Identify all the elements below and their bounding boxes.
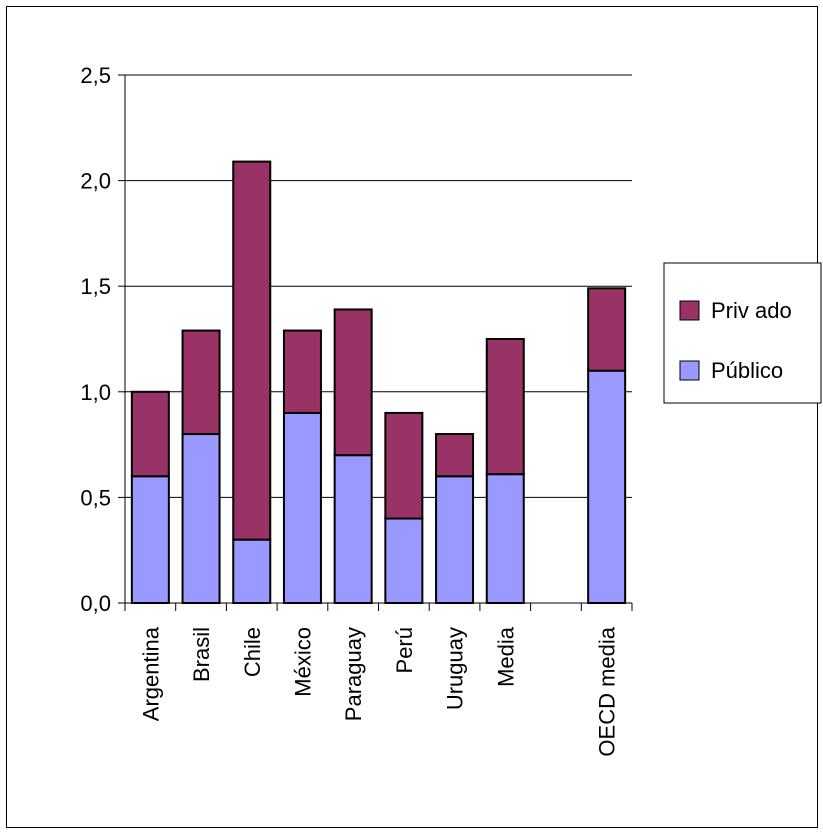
x-tick-label: México (290, 627, 315, 697)
legend-swatch-privado (679, 300, 700, 321)
bars (130, 160, 627, 605)
bar-privado (181, 329, 221, 436)
x-tick-label: Perú (392, 627, 417, 673)
y-tick-label: 0,0 (80, 591, 111, 616)
bar-publico (232, 538, 272, 605)
x-tick-label: Chile (240, 627, 265, 677)
x-tick-label: Paraguay (341, 627, 366, 721)
bar-privado (130, 390, 170, 478)
x-tick-labels: Argentina Brasil Chile México Paraguay Perú Ur… (138, 626, 619, 756)
bar-privado (485, 338, 525, 476)
bar-publico (435, 475, 475, 604)
legend: Priv ado Público (663, 262, 822, 404)
bar-publico (485, 473, 525, 604)
bar-publico (130, 475, 170, 604)
bar-publico (333, 454, 373, 604)
y-tick-label: 2,5 (80, 63, 111, 88)
bar-privado (282, 329, 322, 414)
bar-publico (384, 517, 424, 605)
y-tick-labels: 0,0 0,5 1,0 1,5 2,0 2,5 (80, 63, 111, 616)
x-tick-label: Media (493, 626, 518, 687)
y-tick-label: 0,5 (80, 485, 111, 510)
bar-privado (587, 287, 627, 372)
legend-swatch-publico (679, 360, 700, 381)
legend-label-publico: Público (711, 358, 783, 383)
bar-privado (435, 433, 475, 478)
bar-privado (232, 160, 272, 541)
y-tick-label: 1,5 (80, 274, 111, 299)
bar-privado (333, 308, 373, 457)
legend-label-privado: Priv ado (711, 298, 792, 323)
axes (118, 74, 633, 611)
bar-publico (181, 433, 221, 605)
x-tick-label: Brasil (189, 627, 214, 682)
y-tick-label: 1,0 (80, 380, 111, 405)
y-tick-label: 2,0 (80, 169, 111, 194)
bar-privado (384, 411, 424, 520)
x-tick-label: Argentina (138, 626, 163, 721)
bar-publico (587, 369, 627, 604)
x-tick-label: Uruguay (443, 627, 468, 710)
bar-publico (282, 411, 322, 605)
x-tick-label: OECD media (595, 626, 620, 756)
